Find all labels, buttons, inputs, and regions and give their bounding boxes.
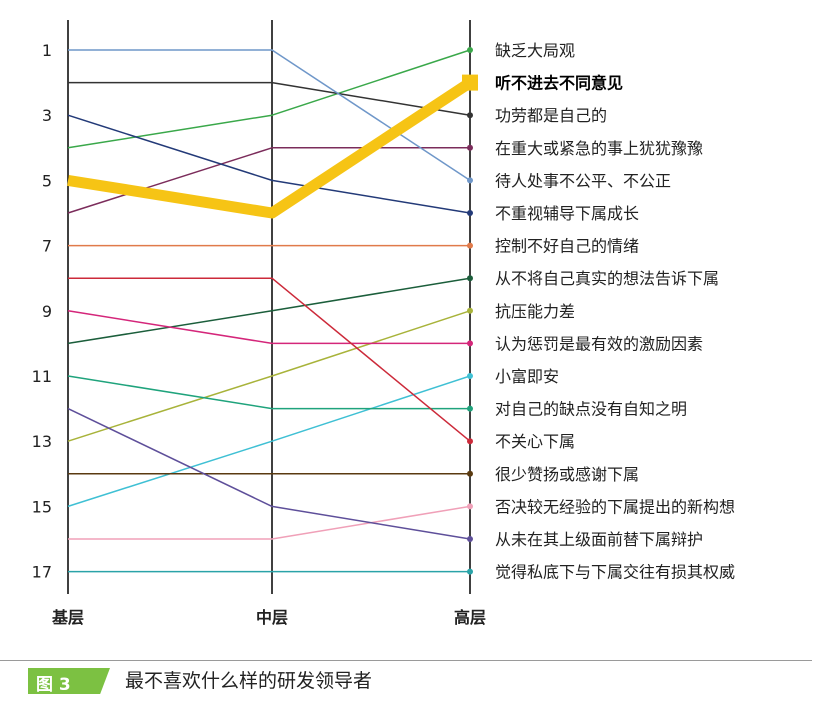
y-tick-label: 11 [32, 367, 52, 386]
series-label: 听不进去不同意见 [495, 74, 623, 93]
series-label: 待人处事不公平、不公正 [495, 171, 671, 190]
series [67, 275, 473, 345]
figure-caption: 图 3 最不喜欢什么样的研发领导者 [0, 660, 812, 710]
series-end-marker [467, 340, 473, 347]
series-line [67, 407, 471, 540]
series-end-marker [467, 536, 473, 542]
series-labels: 缺乏大局观听不进去不同意见功劳都是自己的在重大或紧急的事上犹犹豫豫待人处事不公平… [495, 41, 735, 582]
series [67, 373, 473, 508]
series-label: 抗压能力差 [495, 302, 575, 321]
y-tick-label: 17 [32, 563, 52, 582]
series-end-marker [467, 210, 473, 216]
series-end-marker [467, 112, 473, 119]
series-end-marker [467, 47, 473, 53]
series [67, 114, 473, 216]
series [68, 503, 473, 540]
series-line [67, 49, 471, 149]
series-label: 否决较无经验的下属提出的新构想 [495, 497, 735, 516]
figure-number: 图 3 [36, 675, 71, 695]
series-line [67, 114, 471, 214]
series-label: 功劳都是自己的 [495, 106, 607, 125]
series [67, 47, 473, 149]
series-line [67, 375, 471, 508]
series-end-marker [467, 503, 473, 510]
series-label: 不关心下属 [495, 432, 575, 451]
series-end-marker [467, 470, 473, 477]
series-label: 很少赞扬或感谢下属 [495, 465, 639, 484]
series-label: 不重视辅导下属成长 [495, 204, 639, 223]
y-tick-label: 13 [32, 432, 52, 451]
y-tick-label: 15 [32, 497, 52, 516]
x-category-label: 基层 [51, 608, 84, 627]
y-tick-label: 1 [42, 41, 52, 60]
series-line [67, 375, 470, 410]
figure-title: 最不喜欢什么样的研发领导者 [125, 670, 373, 692]
series-label: 缺乏大局观 [495, 41, 575, 60]
y-tick-label: 9 [42, 302, 52, 321]
series-label: 觉得私底下与下属交往有损其权威 [495, 563, 735, 582]
y-tick-label: 7 [42, 237, 52, 256]
series-line [67, 277, 471, 345]
series [68, 242, 473, 249]
highlight-series [67, 74, 478, 219]
series-end-marker [467, 242, 473, 249]
caption-divider [0, 660, 812, 661]
series-label: 从未在其上级面前替下属辩护 [495, 530, 703, 549]
series [68, 277, 473, 445]
series-end-marker [467, 405, 473, 412]
series [67, 307, 473, 442]
series-lines [67, 47, 478, 575]
figure-number-badge: 图 3 [28, 668, 110, 694]
x-category-label: 高层 [454, 608, 486, 627]
series-label: 在重大或紧急的事上犹犹豫豫 [495, 139, 703, 158]
series-line [68, 505, 471, 540]
series-end-marker [467, 275, 473, 282]
series-end-marker [467, 144, 473, 151]
series [68, 470, 473, 477]
series-label: 认为惩罚是最有效的激励因素 [495, 334, 703, 353]
series-line [68, 277, 471, 442]
series [67, 407, 473, 542]
x-category-label: 中层 [256, 608, 288, 627]
series [68, 49, 473, 184]
series-end-marker [462, 74, 478, 91]
series-end-marker [467, 568, 473, 575]
series-end-marker [467, 307, 473, 314]
series-label: 从不将自己真实的想法告诉下属 [495, 269, 719, 288]
series-line [67, 310, 470, 345]
series-line [68, 49, 471, 182]
y-tick-label: 3 [42, 106, 52, 125]
series-line [68, 81, 471, 116]
y-tick-label: 5 [42, 171, 52, 190]
series [68, 81, 473, 119]
series [67, 375, 473, 412]
series-line [67, 78, 474, 219]
series-label: 小富即安 [495, 367, 559, 386]
series-label: 对自己的缺点没有自知之明 [495, 400, 687, 419]
series-end-marker [467, 177, 473, 184]
series-end-marker [467, 438, 473, 445]
series-line [67, 310, 471, 442]
series [68, 568, 473, 575]
series-label: 控制不好自己的情绪 [495, 237, 639, 256]
series-end-marker [467, 373, 473, 379]
series [67, 310, 473, 347]
